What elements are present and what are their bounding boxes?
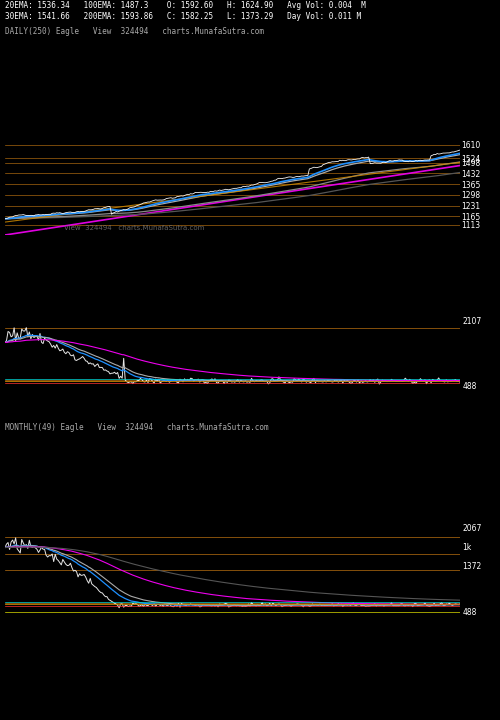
Text: 488: 488: [462, 382, 476, 391]
Text: DAILY(250) Eagle   View  324494   charts.MunafaSutra.com: DAILY(250) Eagle View 324494 charts.Muna…: [5, 27, 264, 35]
Text: View  324494   charts.MunafaSutra.com: View 324494 charts.MunafaSutra.com: [64, 225, 204, 230]
Text: 2107: 2107: [462, 317, 481, 325]
Text: 488: 488: [462, 608, 476, 617]
Text: 30EMA: 1541.66   200EMA: 1593.86   C: 1582.25   L: 1373.29   Day Vol: 0.011 M: 30EMA: 1541.66 200EMA: 1593.86 C: 1582.2…: [5, 12, 361, 21]
Text: 1372: 1372: [462, 562, 481, 571]
Text: 20EMA: 1536.34   100EMA: 1487.3    O: 1592.60   H: 1624.90   Avg Vol: 0.004  M: 20EMA: 1536.34 100EMA: 1487.3 O: 1592.60…: [5, 1, 366, 10]
Text: MONTHLY(49) Eagle   View  324494   charts.MunafaSutra.com: MONTHLY(49) Eagle View 324494 charts.Mun…: [5, 423, 268, 431]
Text: 1k: 1k: [462, 544, 471, 552]
Text: 2067: 2067: [462, 524, 481, 534]
